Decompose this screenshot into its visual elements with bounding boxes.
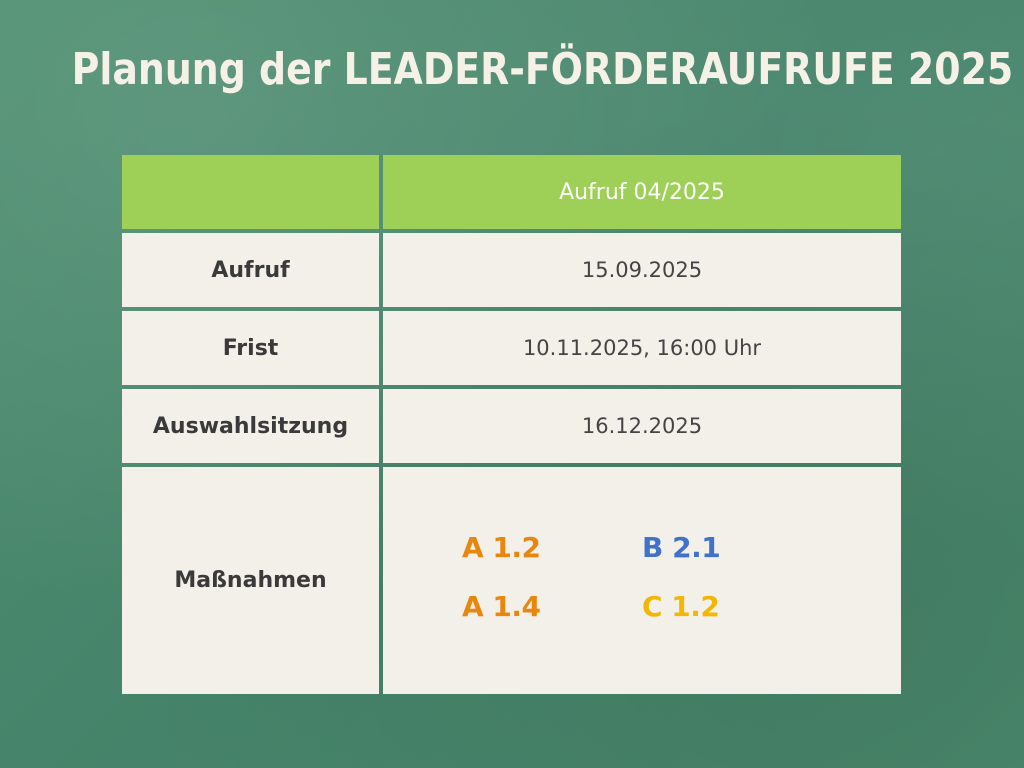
row-value-massnahmen: A 1.2 B 2.1 A 1.4 C 1.2: [383, 467, 901, 694]
measures-grid: A 1.2 B 2.1 A 1.4 C 1.2: [462, 531, 822, 623]
row-label-auswahlsitzung: Auswahlsitzung: [122, 389, 379, 463]
row-value-frist: 10.11.2025, 16:00 Uhr: [383, 311, 901, 385]
measure-code: A 1.4: [462, 589, 541, 623]
row-label-massnahmen: Maßnahmen: [122, 467, 379, 694]
schedule-table: Aufruf 04/2025 Aufruf 15.09.2025 Frist 1…: [122, 155, 901, 694]
row-value-auswahlsitzung: 16.12.2025: [383, 389, 901, 463]
row-label-frist: Frist: [122, 311, 379, 385]
measure-code: A 1.2: [462, 530, 541, 564]
header-call-cell: Aufruf 04/2025: [383, 155, 901, 229]
header-empty-cell: [122, 155, 379, 229]
measure-code: B 2.1: [642, 530, 721, 564]
row-value-aufruf: 15.09.2025: [383, 233, 901, 307]
page-title: Planung der LEADER-FÖRDERAUFRUFE 2025: [71, 44, 1014, 95]
measure-code: C 1.2: [642, 589, 720, 623]
row-label-aufruf: Aufruf: [122, 233, 379, 307]
